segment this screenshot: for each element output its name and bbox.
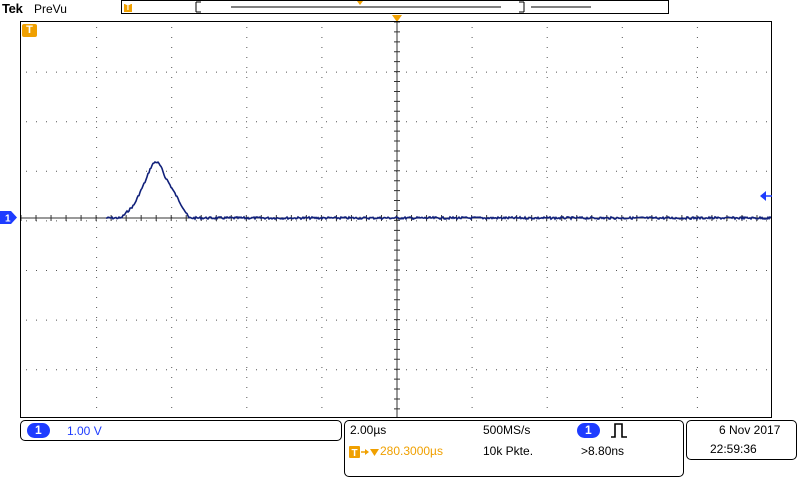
trigger-delay-arrow-icon: [370, 449, 379, 456]
acquisition-mode: PreVu: [34, 2, 67, 16]
record-overview-bar[interactable]: [121, 0, 669, 14]
datetime-readout: 6 Nov 2017 22:59:36: [686, 420, 797, 460]
waveform-display[interactable]: [20, 21, 772, 418]
graticule: [21, 22, 771, 417]
record-length: 10k Pkte.: [483, 444, 534, 458]
trigger-condition: >8.80ns: [581, 444, 625, 458]
trigger-level-icon[interactable]: [760, 190, 772, 202]
channel-1-trace: [105, 160, 771, 221]
channel-1-ground-marker-label: 1: [5, 214, 11, 225]
trigger-position-icon[interactable]: [392, 15, 402, 23]
sample-rate: 500MS/s: [483, 423, 531, 437]
overview-trigger-icon: T: [124, 3, 132, 12]
trigger-delay-icon: T: [349, 446, 369, 459]
trigger-source-badge: 1: [577, 423, 600, 438]
trigger-marker-icon[interactable]: T: [22, 24, 37, 37]
time: 22:59:36: [710, 442, 757, 456]
record-overview-graphic: [195, 1, 591, 13]
time-per-division: 2.00µs: [350, 423, 387, 437]
channel-1-scale: 1.00 V: [67, 424, 102, 438]
channel-1-badge: 1: [27, 423, 50, 438]
svg-text:T: T: [352, 448, 358, 459]
channel-1-readout[interactable]: 1 1.00 V: [20, 420, 342, 441]
trigger-delay: 280.3000µs: [380, 444, 443, 458]
pulse-icon: [611, 423, 627, 438]
timebase-readout[interactable]: 2.00µs 500MS/s T 280.3000µs 10k Pkte. 1 …: [344, 420, 684, 477]
date: 6 Nov 2017: [719, 423, 781, 437]
brand-logo: Tek: [2, 1, 23, 16]
channel-1-ground-marker[interactable]: 1: [0, 211, 17, 224]
